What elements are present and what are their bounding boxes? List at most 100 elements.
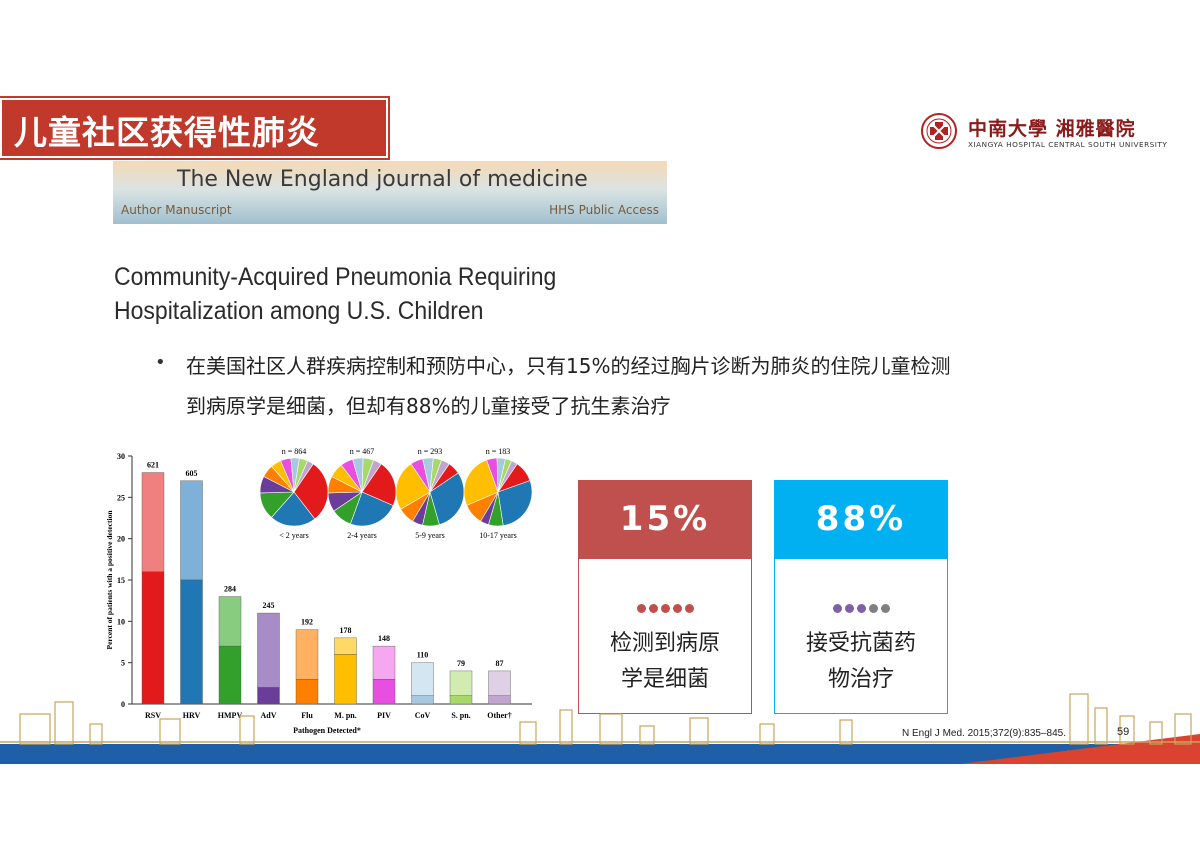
pie-slice: [429, 472, 465, 526]
category-label: AdV: [260, 711, 276, 720]
stat-dots: [775, 598, 947, 617]
stat-label: 检测到病原 学是细菌: [589, 626, 741, 698]
bar-lower: [295, 678, 319, 705]
stat-label: 接受抗菌药 物治疗: [785, 626, 937, 698]
bar-lower: [180, 579, 203, 705]
stat-dot: [868, 604, 878, 613]
logo-english-name: XIANGYA HOSPITAL CENTRAL SOUTH UNIVERSIT…: [968, 140, 1168, 149]
pie-slice: [361, 463, 397, 506]
pie-age-label: 10-17 years: [479, 531, 517, 540]
stat-dot: [672, 604, 682, 613]
pie-n-label: n = 293: [418, 447, 443, 456]
category-label: Flu: [301, 711, 313, 720]
bar-count-label: 178: [340, 626, 352, 635]
bar-lower: [257, 687, 280, 705]
slide-title-banner: 儿童社区获得性肺炎: [0, 98, 388, 158]
stat-dots: [579, 598, 751, 617]
pie-slice: [429, 459, 450, 493]
pie-slice: [349, 491, 394, 527]
bar-count-label: 192: [301, 618, 313, 627]
stat-dot: [844, 604, 854, 613]
stat-value: 88%: [815, 499, 907, 539]
bar-count-label: 79: [457, 659, 465, 668]
bar-count-label: 284: [224, 585, 236, 594]
category-label: M. pn.: [334, 711, 356, 720]
bullet-marker: •: [155, 352, 166, 373]
skyline-building: [519, 721, 537, 745]
pie-age-label: 5-9 years: [415, 531, 445, 540]
y-tick-label: 10: [117, 617, 125, 626]
skyline-building: [89, 723, 103, 745]
pie-slice: [271, 491, 316, 527]
y-tick-label: 25: [117, 493, 125, 502]
citation: N Engl J Med. 2015;372(9):835–845.: [902, 728, 1066, 739]
stat-value: 15%: [619, 499, 711, 539]
pie-n-label: n = 467: [350, 447, 375, 456]
pie-age-label: 2-4 years: [347, 531, 377, 540]
bar-count-label: 605: [186, 469, 198, 478]
y-axis-label: Percent of patients with a positive dete…: [105, 510, 114, 650]
x-axis-label: Pathogen Detected*: [293, 726, 361, 735]
stat-box-antibiotics: 88% 接受抗菌药 物治疗: [774, 480, 948, 714]
skyline-building: [689, 717, 709, 745]
bar-upper: [295, 629, 319, 680]
bar-lower: [141, 571, 165, 705]
category-label: CoV: [415, 711, 431, 720]
skyline-building: [1069, 693, 1089, 745]
skyline-building: [599, 713, 623, 745]
footer-blue-band: [0, 744, 1200, 764]
bar-lower: [488, 695, 511, 705]
bar-upper: [334, 637, 357, 655]
stat-box-header: 15%: [579, 481, 751, 559]
y-tick-label: 20: [117, 535, 125, 544]
stat-dot: [832, 604, 842, 613]
skyline-building: [54, 701, 74, 745]
pie-slice: [361, 459, 382, 493]
bar-lower: [372, 678, 396, 705]
pie-slice: [463, 459, 499, 506]
stat-box-bacteria: 15% 检测到病原 学是细菌: [578, 480, 752, 714]
bar-count-label: 621: [147, 461, 159, 470]
pie-slice: [497, 480, 533, 526]
stat-dot: [684, 604, 694, 613]
pie-age-label: < 2 years: [279, 531, 308, 540]
stat-dot: [880, 604, 890, 613]
y-tick-label: 0: [121, 700, 125, 709]
skyline-building: [19, 713, 51, 745]
skyline-building: [1149, 721, 1163, 745]
bar-count-label: 148: [378, 634, 390, 643]
journal-banner: The New England journal of medicine Auth…: [113, 161, 667, 224]
bar-lower: [411, 695, 434, 705]
bullet-text: 在美国社区人群疾病控制和预防中心，只有15%的经过胸片诊断为肺炎的住院儿童检测 …: [186, 346, 1106, 426]
bar-lower: [449, 695, 473, 705]
bar-upper: [257, 612, 280, 688]
stat-label-line1: 接受抗菌药: [805, 631, 916, 656]
pie-n-label: n = 183: [486, 447, 511, 456]
skyline-building: [239, 715, 255, 745]
y-tick-label: 15: [117, 576, 125, 585]
paper-title-line1: Community-Acquired Pneumonia Requiring: [114, 263, 557, 291]
skyline-building: [839, 719, 853, 745]
stat-dot: [648, 604, 658, 613]
stat-label-line2: 学是细菌: [620, 667, 709, 692]
logo-chinese-name: 中南大學 湘雅醫院: [968, 118, 1136, 140]
pathogen-chart: 0 5 10 15 20 25 30 Percent of patients with a p…: [105, 447, 533, 735]
stat-dot: [636, 604, 646, 613]
bar-count-label: 110: [417, 651, 429, 660]
bar-lower: [218, 645, 242, 705]
bar-lower: [334, 654, 357, 705]
y-tick-label: 5: [121, 659, 125, 668]
bar-upper: [180, 480, 203, 581]
category-label: PIV: [377, 711, 391, 720]
category-label: HRV: [183, 711, 201, 720]
page-number: 59: [1117, 726, 1130, 738]
hospital-logo: 中南大學 湘雅醫院 XIANGYA HOSPITAL CENTRAL SOUTH…: [920, 112, 1170, 156]
bar-upper: [141, 472, 165, 572]
skyline-building: [639, 725, 655, 745]
bar-count-label: 245: [263, 601, 275, 610]
bar-upper: [218, 596, 242, 647]
slide-title: 儿童社区获得性肺炎: [14, 113, 320, 152]
journal-left-note: Author Manuscript: [121, 203, 232, 217]
stat-label-line1: 检测到病原: [609, 631, 720, 656]
skyline-building: [1119, 715, 1135, 745]
